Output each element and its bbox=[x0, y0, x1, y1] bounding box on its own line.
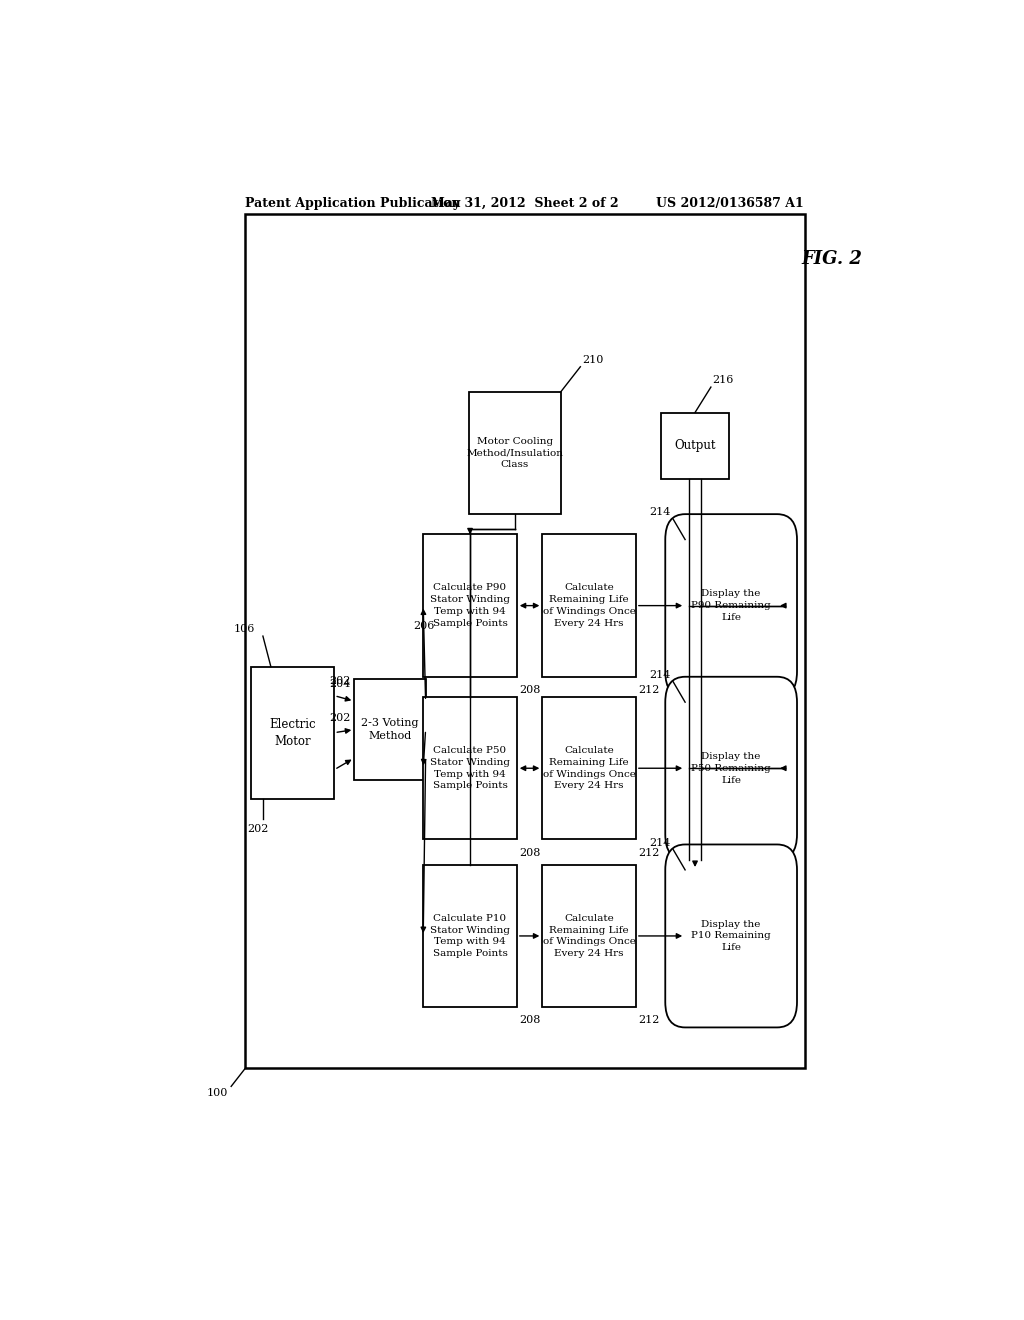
FancyBboxPatch shape bbox=[246, 214, 805, 1068]
Text: 212: 212 bbox=[638, 1015, 659, 1026]
FancyBboxPatch shape bbox=[666, 515, 797, 697]
Text: Motor Cooling
Method/Insulation
Class: Motor Cooling Method/Insulation Class bbox=[466, 437, 563, 470]
Text: 212: 212 bbox=[638, 847, 659, 858]
Text: 206: 206 bbox=[414, 620, 435, 631]
FancyBboxPatch shape bbox=[423, 865, 517, 1007]
FancyBboxPatch shape bbox=[543, 535, 636, 677]
Text: Display the
P50 Remaining
Life: Display the P50 Remaining Life bbox=[691, 752, 771, 784]
FancyBboxPatch shape bbox=[666, 845, 797, 1027]
FancyBboxPatch shape bbox=[354, 678, 426, 780]
Text: Electric
Motor: Electric Motor bbox=[269, 718, 316, 747]
Text: Calculate
Remaining Life
of Windings Once
Every 24 Hrs: Calculate Remaining Life of Windings Onc… bbox=[543, 913, 636, 958]
Text: 214: 214 bbox=[649, 507, 671, 517]
FancyBboxPatch shape bbox=[469, 392, 560, 515]
Text: Patent Application Publication: Patent Application Publication bbox=[246, 197, 461, 210]
Text: 210: 210 bbox=[583, 355, 604, 364]
Text: Output: Output bbox=[674, 440, 716, 451]
Text: Calculate P90
Stator Winding
Temp with 94
Sample Points: Calculate P90 Stator Winding Temp with 9… bbox=[430, 583, 510, 628]
FancyBboxPatch shape bbox=[423, 697, 517, 840]
FancyBboxPatch shape bbox=[666, 677, 797, 859]
Text: 214: 214 bbox=[649, 837, 671, 847]
Text: 214: 214 bbox=[649, 669, 671, 680]
Text: 100: 100 bbox=[207, 1089, 228, 1098]
Text: US 2012/0136587 A1: US 2012/0136587 A1 bbox=[656, 197, 804, 210]
FancyBboxPatch shape bbox=[251, 667, 334, 799]
FancyBboxPatch shape bbox=[662, 412, 729, 479]
Text: Calculate
Remaining Life
of Windings Once
Every 24 Hrs: Calculate Remaining Life of Windings Onc… bbox=[543, 746, 636, 791]
Text: Calculate
Remaining Life
of Windings Once
Every 24 Hrs: Calculate Remaining Life of Windings Onc… bbox=[543, 583, 636, 628]
Text: 204: 204 bbox=[329, 678, 350, 689]
Text: 208: 208 bbox=[519, 685, 541, 694]
Text: Display the
P90 Remaining
Life: Display the P90 Remaining Life bbox=[691, 589, 771, 622]
Text: 202: 202 bbox=[330, 676, 351, 685]
Text: 208: 208 bbox=[519, 1015, 541, 1026]
Text: FIG. 2: FIG. 2 bbox=[801, 249, 862, 268]
Text: 202: 202 bbox=[247, 824, 268, 834]
Text: 2-3 Voting
Method: 2-3 Voting Method bbox=[361, 718, 419, 742]
Text: 212: 212 bbox=[638, 685, 659, 694]
FancyBboxPatch shape bbox=[543, 697, 636, 840]
Text: Calculate P50
Stator Winding
Temp with 94
Sample Points: Calculate P50 Stator Winding Temp with 9… bbox=[430, 746, 510, 791]
Text: Calculate P10
Stator Winding
Temp with 94
Sample Points: Calculate P10 Stator Winding Temp with 9… bbox=[430, 913, 510, 958]
Text: 216: 216 bbox=[713, 375, 734, 385]
FancyBboxPatch shape bbox=[543, 865, 636, 1007]
Text: 208: 208 bbox=[519, 847, 541, 858]
FancyBboxPatch shape bbox=[423, 535, 517, 677]
Text: 202: 202 bbox=[330, 713, 351, 722]
Text: 106: 106 bbox=[233, 624, 255, 634]
Text: Display the
P10 Remaining
Life: Display the P10 Remaining Life bbox=[691, 920, 771, 952]
Text: May 31, 2012  Sheet 2 of 2: May 31, 2012 Sheet 2 of 2 bbox=[431, 197, 618, 210]
